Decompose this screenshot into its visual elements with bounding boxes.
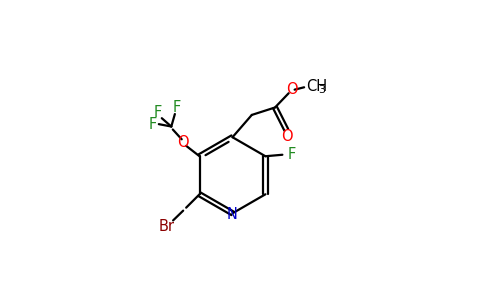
Text: CH: CH bbox=[306, 80, 327, 94]
Text: O: O bbox=[281, 129, 293, 144]
Text: 3: 3 bbox=[318, 85, 325, 95]
Text: F: F bbox=[287, 147, 296, 162]
Text: F: F bbox=[153, 105, 162, 120]
Text: O: O bbox=[287, 82, 298, 97]
Text: N: N bbox=[227, 207, 238, 222]
Text: F: F bbox=[149, 117, 157, 132]
Text: O: O bbox=[177, 135, 189, 150]
Text: F: F bbox=[173, 100, 182, 115]
Text: Br: Br bbox=[159, 219, 175, 234]
